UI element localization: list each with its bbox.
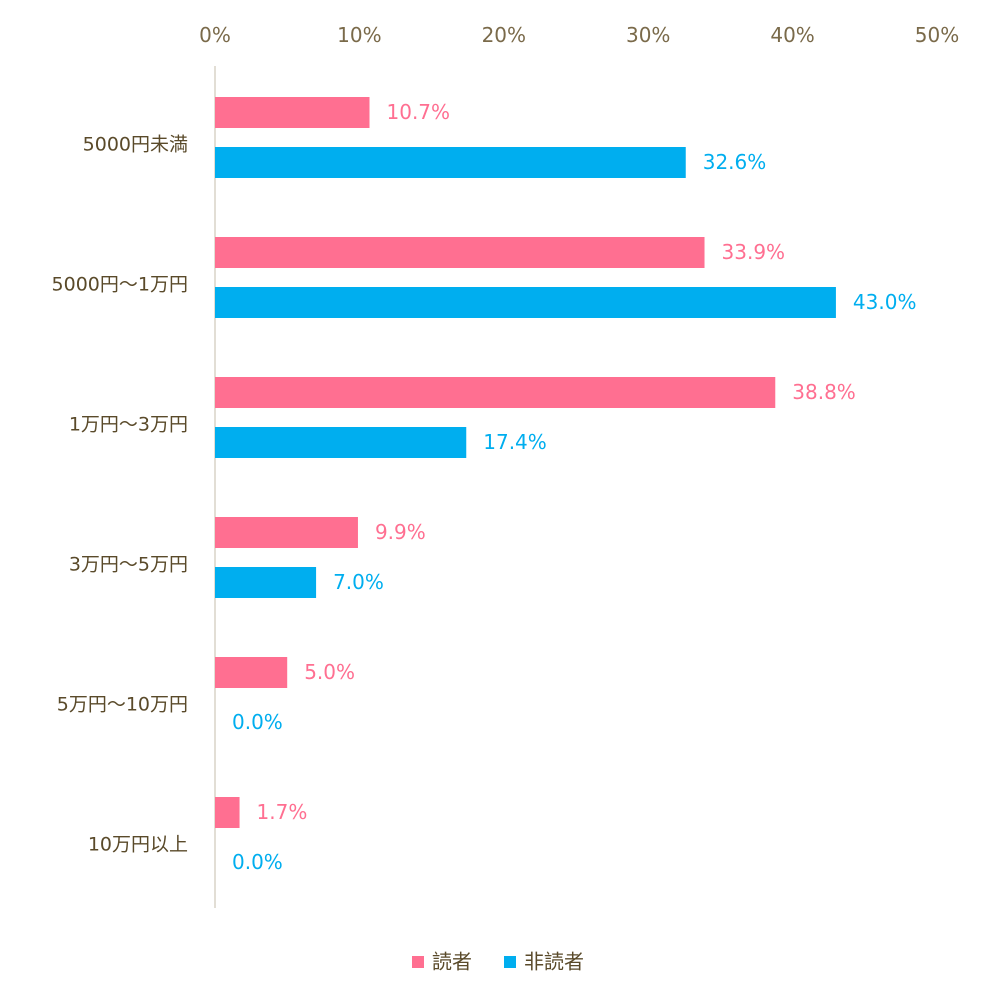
data-label: 17.4% <box>483 430 547 454</box>
category-label: 1万円～3万円 <box>69 414 188 436</box>
bar-non-reader <box>215 147 686 178</box>
bar-reader <box>215 237 705 268</box>
data-label: 5.0% <box>304 660 355 684</box>
legend-swatch <box>412 956 424 968</box>
data-label: 9.9% <box>375 520 426 544</box>
data-label: 32.6% <box>703 150 767 174</box>
legend-swatch <box>504 956 516 968</box>
data-label: 33.9% <box>722 240 786 264</box>
x-tick-label: 50% <box>915 23 959 47</box>
category-label: 5万円～10万円 <box>57 694 188 716</box>
data-label: 0.0% <box>232 850 283 874</box>
bar-reader <box>215 517 358 548</box>
x-tick-label: 30% <box>626 23 670 47</box>
data-label: 1.7% <box>257 800 308 824</box>
data-label: 7.0% <box>333 570 384 594</box>
bar-non-reader <box>215 427 467 458</box>
legend-label: 読者 <box>432 950 472 974</box>
bar-reader <box>215 797 240 828</box>
category-label: 3万円～5万円 <box>69 554 188 576</box>
x-tick-label: 0% <box>199 23 231 47</box>
category-label: 10万円以上 <box>88 834 188 856</box>
data-label: 38.8% <box>792 380 856 404</box>
data-label: 0.0% <box>232 710 283 734</box>
data-label: 10.7% <box>387 100 451 124</box>
x-tick-label: 10% <box>337 23 381 47</box>
legend-label: 非読者 <box>524 950 584 974</box>
bar-non-reader <box>215 567 317 598</box>
data-label: 43.0% <box>853 290 917 314</box>
bar-reader <box>215 97 370 128</box>
bar-reader <box>215 377 776 408</box>
bar-non-reader <box>215 287 836 318</box>
bar-reader <box>215 657 288 688</box>
x-tick-label: 40% <box>770 23 814 47</box>
category-label: 5000円未満 <box>83 134 188 156</box>
x-tick-label: 20% <box>482 23 526 47</box>
category-label: 5000円～1万円 <box>52 274 188 296</box>
